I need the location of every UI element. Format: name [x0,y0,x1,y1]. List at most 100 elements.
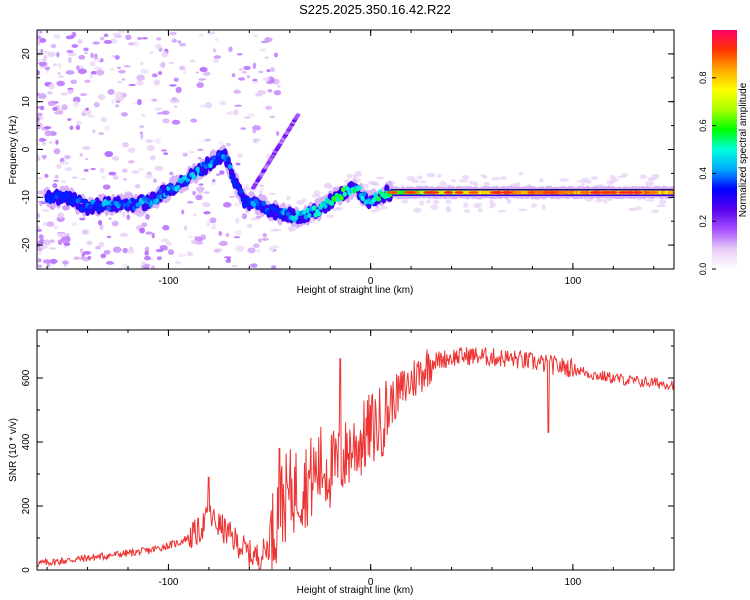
noise-blob [83,251,91,255]
noise-blob [76,65,79,70]
noise-blob [347,174,352,179]
noise-blob [243,66,250,70]
noise-blob [439,181,447,186]
noise-blob [113,247,122,253]
noise-blob [56,81,65,87]
colorbar: 0.0 0.2 0.4 0.6 0.8 Normalized spectral ampl… [698,30,749,275]
noise-blob [603,199,608,204]
noise-blob [141,114,145,117]
noise-blob [104,40,113,44]
noise-blob [41,139,47,141]
noise-blob [131,170,139,174]
noise-blob [153,79,160,85]
noise-blob [199,183,204,185]
noise-blob [47,91,52,94]
noise-blob [489,200,494,205]
noise-blob [90,168,96,170]
noise-blob [256,250,260,253]
noise-blob [137,99,142,105]
noise-blob [371,210,376,213]
noise-blob [45,67,51,71]
noise-blob [258,71,263,73]
colorbar-label: Normalized spectral amplitude [738,82,749,217]
ridge-core [239,188,243,193]
noise-blob [236,245,245,251]
noise-blob [100,37,105,41]
noise-blob [197,149,203,152]
noise-blob [122,168,128,173]
noise-blob [168,249,174,255]
noise-blob [212,223,215,228]
noise-blob [188,236,192,238]
ridge-peak [423,191,433,194]
noise-blob [214,249,221,253]
noise-blob [153,178,157,183]
noise-blob [64,242,71,246]
noise-blob [464,209,471,212]
ridge-core [165,190,169,195]
noise-blob [242,71,247,74]
noise-blob [645,181,654,186]
noise-blob [70,80,77,84]
noise-blob [73,101,79,107]
noise-blob [58,63,61,69]
noise-blob [122,263,127,268]
noise-blob [139,228,145,234]
noise-blob [157,256,162,260]
noise-blob [122,248,128,253]
noise-blob [137,37,142,40]
spectrogram-noise [33,29,667,271]
noise-blob [120,233,128,237]
noise-blob [38,201,46,203]
noise-blob [138,167,143,171]
noise-blob [174,77,179,81]
noise-blob [83,47,89,51]
noise-blob [581,178,589,181]
noise-blob [145,174,153,179]
noise-blob [250,263,258,267]
noise-blob [239,68,243,71]
ridge-core [343,192,347,197]
noise-blob [53,226,59,229]
noise-blob [177,40,181,43]
noise-blob [62,260,69,264]
noise-blob [61,161,70,165]
noise-blob [162,225,169,231]
branch-blob [295,113,300,117]
noise-blob [118,29,124,34]
noise-blob [56,164,61,169]
noise-blob [115,92,123,98]
ridge-core [262,201,266,206]
noise-blob [122,212,126,218]
noise-blob [209,217,216,223]
noise-blob [258,239,262,243]
noise-blob [83,146,91,150]
noise-blob [591,176,599,180]
snr-panel: -100 0 100 0200400600 Height of straight l… [8,330,674,596]
noise-blob [253,243,260,248]
noise-blob [107,236,112,238]
noise-blob [237,153,243,158]
noise-blob [60,92,68,95]
ridge-peak [558,191,564,194]
noise-blob [38,265,42,268]
ridge-core [89,204,93,209]
ridge-core [82,207,86,212]
spectrogram-y-tick-label: 0 [21,146,32,152]
noise-blob [84,80,90,83]
figure-title: S225.2025.350.16.42.R22 [299,2,451,17]
noise-blob [144,256,151,260]
noise-blob [187,201,194,204]
ridge-peak [406,191,414,194]
noise-blob [267,69,271,72]
noise-blob [85,108,88,111]
noise-blob [127,249,134,254]
noise-blob [196,72,199,74]
noise-blob [213,59,219,63]
noise-blob [268,89,273,92]
noise-blob [235,230,242,236]
noise-blob [260,48,267,51]
noise-blob [652,174,660,177]
noise-blob [218,231,222,236]
noise-blob [166,242,172,246]
